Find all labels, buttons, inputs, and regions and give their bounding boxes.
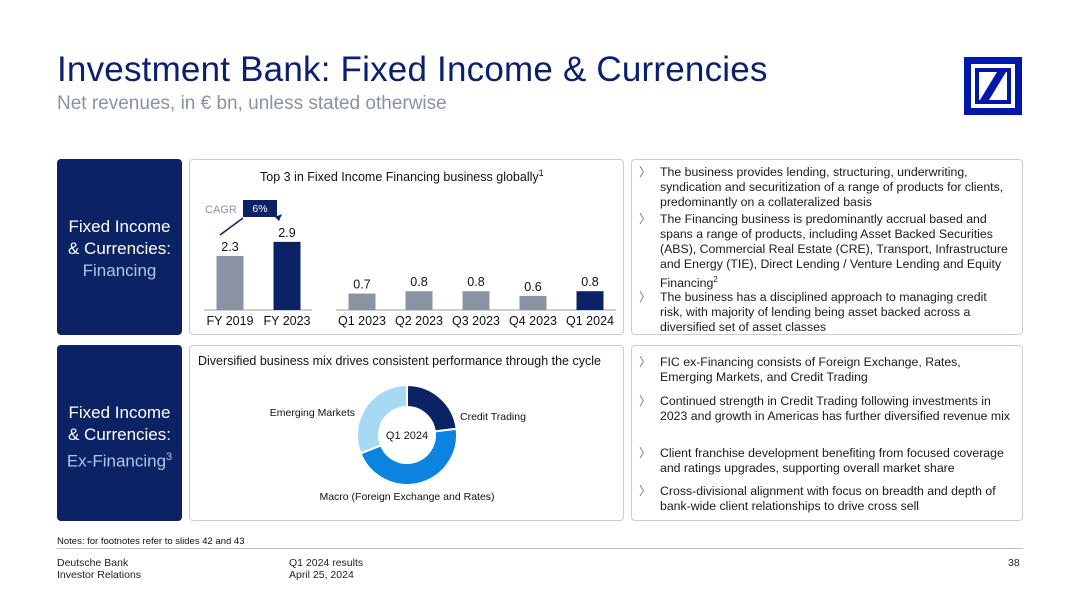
bar-value-label: 2.9 bbox=[278, 226, 295, 240]
bar-value-label: 0.8 bbox=[581, 275, 598, 289]
bar-value-label: 2.3 bbox=[221, 240, 238, 254]
donut-slice-label: Emerging Markets bbox=[270, 407, 355, 419]
bar-fy-2019 bbox=[216, 255, 244, 310]
x-tick-label: Q1 2024 bbox=[566, 314, 614, 328]
donut-slice-emerging-markets bbox=[356, 383, 408, 455]
bullet-text: FIC ex-Financing consists of Foreign Exc… bbox=[660, 355, 961, 384]
cagr-arrow-icon bbox=[275, 214, 282, 221]
financing-section-label: Fixed Income & Currencies: Financing bbox=[57, 159, 182, 335]
x-tick-label: FY 2019 bbox=[206, 314, 253, 328]
exfinancing-chart-panel: Diversified business mix drives consiste… bbox=[189, 345, 624, 521]
cagr-badge bbox=[243, 200, 277, 217]
chevron-right-icon: 〉 bbox=[639, 484, 652, 498]
exfinancing-section-label: Fixed Income & Currencies: Ex-Financing3 bbox=[57, 345, 182, 521]
footer-date: April 25, 2024 bbox=[289, 569, 354, 581]
footer-report: Q1 2024 results bbox=[289, 557, 364, 569]
chevron-right-icon: 〉 bbox=[639, 446, 652, 460]
x-tick-label: FY 2023 bbox=[263, 314, 310, 328]
bar-q1-2024 bbox=[576, 291, 604, 310]
bar-value-label: 0.8 bbox=[410, 275, 427, 289]
bullet-text: Cross-divisional alignment with focus on… bbox=[660, 484, 996, 513]
bullet-text: Client franchise development benefiting … bbox=[660, 446, 1004, 475]
chevron-right-icon: 〉 bbox=[639, 212, 652, 226]
page-title: Investment Bank: Fixed Income & Currenci… bbox=[57, 50, 768, 89]
exfinancing-label-line2: & Currencies: bbox=[68, 425, 171, 444]
financing-bar-chart: 2.3 FY 2019 2.9 FY 2023 0.7 Q1 2023 0.8 Q2 2023… bbox=[204, 200, 616, 328]
cagr-label: CAGR bbox=[205, 204, 237, 216]
chevron-right-icon: 〉 bbox=[639, 165, 652, 179]
x-tick-label: Q2 2023 bbox=[395, 314, 443, 328]
bar-value-label: 0.7 bbox=[353, 278, 370, 292]
deutsche-bank-logo bbox=[964, 57, 1022, 115]
donut-slice-label: Credit Trading bbox=[460, 411, 526, 423]
cagr-value: 6% bbox=[252, 203, 267, 215]
exfinancing-label-line1: Fixed Income bbox=[68, 403, 171, 422]
bar-q3-2023 bbox=[462, 291, 490, 310]
chevron-right-icon: 〉 bbox=[639, 290, 652, 304]
footer-company: Deutsche Bank bbox=[57, 557, 129, 569]
donut-slice-label: Macro (Foreign Exchange and Rates) bbox=[319, 491, 494, 503]
footer-department: Investor Relations bbox=[57, 569, 142, 581]
x-tick-label: Q1 2023 bbox=[338, 314, 386, 328]
x-tick-label: Q3 2023 bbox=[452, 314, 500, 328]
bar-fy-2023 bbox=[273, 241, 301, 310]
donut-center-label: Q1 2024 bbox=[386, 430, 428, 442]
financing-label-line3: Financing bbox=[82, 261, 157, 280]
x-tick-label: Q4 2023 bbox=[509, 314, 557, 328]
footnote-reference: Notes: for footnotes refer to slides 42 … bbox=[57, 536, 245, 547]
bullet-text: The Financing business is predominantly … bbox=[660, 212, 1008, 291]
logo-slash-icon bbox=[980, 72, 1006, 100]
page-number: 38 bbox=[1008, 557, 1020, 569]
footer-divider bbox=[57, 548, 1023, 549]
bullet-text: The business provides lending, structuri… bbox=[660, 165, 1004, 209]
bullet-text: The business has a disciplined approach … bbox=[660, 290, 987, 334]
exfinancing-label-line3: Ex-Financing3 bbox=[66, 451, 173, 471]
page-subtitle: Net revenues, in € bn, unless stated oth… bbox=[57, 93, 447, 114]
exfinancing-bullets-panel: 〉 FIC ex-Financing consists of Foreign E… bbox=[631, 345, 1023, 521]
bullet-text: Continued strength in Credit Trading fol… bbox=[660, 394, 1010, 423]
cagr-arrow-line bbox=[219, 217, 244, 236]
chevron-right-icon: 〉 bbox=[639, 394, 652, 408]
bar-value-label: 0.6 bbox=[524, 280, 541, 294]
bar-q4-2023 bbox=[519, 295, 547, 310]
financing-chart-panel: Top 3 in Fixed Income Financing business… bbox=[189, 159, 624, 335]
donut-slice-macro-foreign-exchange-and-rates bbox=[359, 427, 458, 486]
bar-value-label: 0.8 bbox=[467, 275, 484, 289]
financing-bullets-panel: 〉 The business provides lending, structu… bbox=[631, 159, 1023, 335]
financing-label-line2: & Currencies: bbox=[68, 239, 171, 258]
bar-q1-2023 bbox=[348, 293, 376, 310]
business-mix-donut-chart: Q1 2024 Credit Trading Macro (Foreign Exch… bbox=[270, 383, 526, 503]
donut-slice-credit-trading bbox=[406, 383, 458, 433]
financing-chart-title: Top 3 in Fixed Income Financing business… bbox=[260, 168, 544, 185]
exfinancing-chart-title: Diversified business mix drives consiste… bbox=[198, 354, 601, 368]
chevron-right-icon: 〉 bbox=[639, 355, 652, 369]
bar-q2-2023 bbox=[405, 291, 433, 310]
financing-label-line1: Fixed Income bbox=[68, 217, 171, 236]
